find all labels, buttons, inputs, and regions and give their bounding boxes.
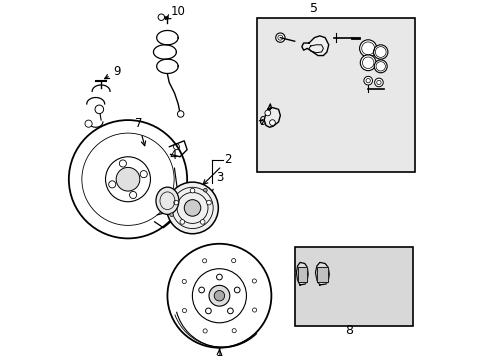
Polygon shape — [315, 262, 329, 285]
Circle shape — [129, 192, 136, 199]
Circle shape — [182, 279, 186, 284]
Text: 6: 6 — [258, 116, 265, 129]
Circle shape — [173, 200, 178, 205]
Circle shape — [177, 111, 183, 117]
Circle shape — [232, 329, 236, 333]
Circle shape — [203, 188, 207, 192]
Circle shape — [182, 309, 186, 312]
Circle shape — [360, 55, 375, 71]
Bar — [294, 247, 412, 326]
Circle shape — [140, 171, 147, 178]
Circle shape — [208, 285, 229, 306]
Circle shape — [85, 120, 92, 127]
Text: 3: 3 — [197, 171, 223, 220]
Circle shape — [269, 120, 275, 126]
Circle shape — [95, 105, 103, 114]
Circle shape — [227, 308, 233, 314]
Polygon shape — [296, 262, 307, 285]
Circle shape — [214, 291, 224, 301]
Polygon shape — [301, 36, 328, 55]
Text: 10: 10 — [165, 5, 185, 19]
Circle shape — [374, 78, 383, 87]
Text: 7: 7 — [135, 117, 145, 146]
Text: 5: 5 — [310, 3, 318, 15]
Polygon shape — [297, 267, 306, 283]
Ellipse shape — [156, 187, 179, 214]
Circle shape — [363, 76, 372, 85]
Circle shape — [203, 329, 207, 333]
Circle shape — [216, 274, 222, 280]
Circle shape — [373, 60, 386, 73]
Text: 2: 2 — [203, 153, 232, 184]
Circle shape — [373, 45, 387, 59]
Circle shape — [205, 308, 211, 314]
Circle shape — [108, 181, 116, 188]
Circle shape — [275, 33, 285, 42]
Circle shape — [202, 259, 206, 263]
Circle shape — [206, 200, 211, 205]
Circle shape — [198, 287, 204, 293]
Circle shape — [234, 287, 240, 293]
Circle shape — [116, 167, 140, 191]
Circle shape — [252, 308, 256, 312]
Text: 1: 1 — [215, 346, 223, 359]
Circle shape — [252, 279, 256, 283]
Polygon shape — [264, 104, 280, 127]
Bar — [257, 18, 414, 172]
Circle shape — [119, 160, 126, 167]
Circle shape — [180, 220, 184, 224]
Text: 8: 8 — [345, 324, 353, 337]
Polygon shape — [316, 267, 327, 283]
Circle shape — [184, 200, 201, 216]
Circle shape — [264, 110, 270, 116]
Circle shape — [359, 40, 376, 57]
Circle shape — [200, 220, 204, 224]
Circle shape — [190, 188, 194, 193]
Text: 4: 4 — [169, 149, 180, 197]
Circle shape — [169, 213, 173, 216]
Circle shape — [166, 182, 218, 234]
Text: 9: 9 — [104, 65, 121, 79]
Circle shape — [158, 14, 164, 21]
Circle shape — [69, 120, 187, 238]
Circle shape — [231, 258, 235, 263]
